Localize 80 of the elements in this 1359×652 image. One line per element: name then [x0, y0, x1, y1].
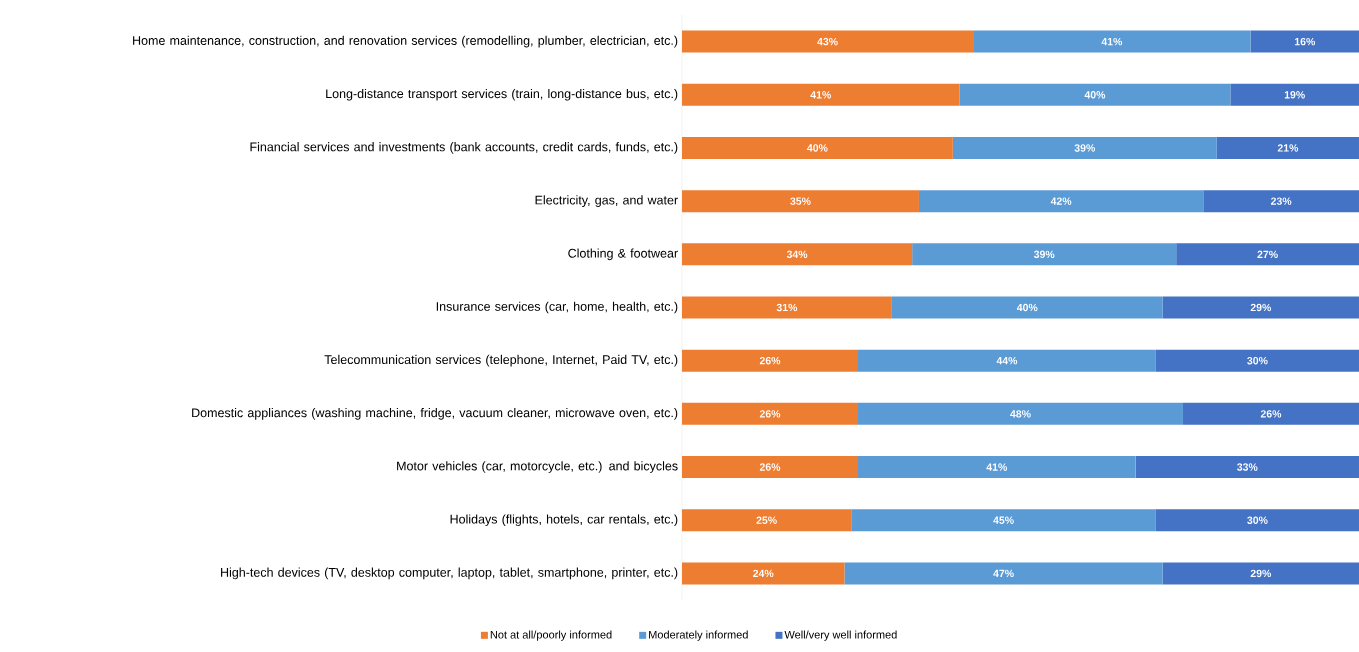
bar [682, 136, 953, 159]
data-label: 21% [1277, 144, 1299, 152]
bar [682, 296, 892, 319]
data-label: 40% [1084, 91, 1106, 99]
legend-label: Not at all/poorly informed [490, 630, 612, 641]
bar [682, 509, 852, 532]
data-label: 26% [759, 463, 781, 471]
bar [1203, 190, 1359, 213]
y-tick-label: Clothing & footwear [568, 248, 678, 261]
data-label: 25% [756, 516, 777, 524]
data-label: 42% [1050, 197, 1072, 205]
y-tick-label: Financial services and investments (bank accounts, credit cards, funds, etc.) [250, 142, 678, 154]
bar [1155, 509, 1359, 532]
y-tick-label: High-tech devices (TV, desktop computer, laptop, tablet, smartphone, printer, etc.) [221, 567, 678, 580]
bar [1230, 83, 1359, 106]
y-tick-label: Electricity, gas, and water [535, 195, 678, 207]
data-label: 26% [759, 410, 781, 418]
y-tick-label: Holidays (flights, hotels, car rentals, etc.) [450, 514, 678, 527]
y-tick-label: Insurance services (car, home, health, etc.) [436, 301, 678, 314]
data-label: 27% [1257, 250, 1278, 259]
bar [682, 349, 859, 372]
data-label: 24% [753, 569, 774, 578]
bar [851, 509, 1156, 532]
data-label: 40% [807, 144, 828, 152]
data-label: 43% [817, 37, 838, 46]
bar [1176, 243, 1359, 266]
data-label: 39% [1074, 144, 1096, 152]
data-label: 16% [1294, 37, 1316, 46]
data-label: 41% [1101, 37, 1123, 46]
data-label: 39% [1033, 250, 1055, 259]
bar [1216, 136, 1359, 159]
bar [682, 402, 859, 425]
data-label: 34% [786, 250, 808, 259]
data-label: 26% [759, 356, 781, 365]
data-label: 33% [1237, 463, 1258, 471]
data-label: 30% [1247, 516, 1268, 524]
data-label: 45% [993, 516, 1014, 524]
bar [1162, 296, 1359, 319]
y-tick-label: Long-distance transport services (train, long-distance bus, etc.) [326, 88, 678, 101]
data-label: 30% [1247, 356, 1268, 365]
data-label: 19% [1284, 91, 1305, 99]
legend-label: Well/very well informed [784, 630, 897, 641]
bar [682, 190, 919, 213]
bar [682, 456, 859, 479]
data-label: 41% [986, 463, 1008, 471]
bar [1162, 562, 1359, 585]
data-label: 41% [810, 91, 831, 99]
bar [952, 136, 1217, 159]
data-label: 48% [1010, 410, 1031, 418]
data-label: 23% [1271, 197, 1292, 205]
bar [1155, 349, 1359, 372]
bar [973, 30, 1251, 53]
y-tick-label: Domestic appliances (washing machine, fridge, vacuum cleaner, microwave oven, etc.) [192, 408, 678, 420]
bar [682, 83, 960, 106]
bar [918, 190, 1204, 213]
bar [1182, 402, 1359, 425]
legend-label: Moderately informed [649, 630, 748, 641]
y-tick-label: Home maintenance, construction, and renovation services (remodelling, plumber, electrician, etc.) [133, 35, 678, 48]
bar [959, 83, 1231, 106]
y-tick-label: Telecommunication services (telephone, Internet, Paid TV, etc.) [324, 354, 678, 367]
bar [1250, 30, 1359, 53]
bar [891, 296, 1163, 319]
data-label: 29% [1250, 303, 1272, 312]
data-label: 29% [1250, 569, 1272, 578]
data-label: 35% [790, 197, 811, 205]
bar [912, 243, 1177, 266]
y-tick-label: Motor vehicles (car, motorcycle, etc.) and bicycles [397, 461, 678, 473]
bar [1135, 456, 1359, 479]
data-label: 47% [993, 569, 1014, 578]
bar [858, 402, 1183, 425]
bar [858, 349, 1156, 372]
data-label: 44% [996, 357, 1018, 365]
data-label: 31% [776, 303, 798, 312]
data-label: 40% [1016, 303, 1038, 312]
data-label: 26% [1260, 410, 1282, 418]
bar [682, 562, 845, 585]
bar [682, 30, 974, 53]
bar [858, 456, 1136, 479]
bar [844, 562, 1163, 585]
bar [682, 243, 913, 266]
